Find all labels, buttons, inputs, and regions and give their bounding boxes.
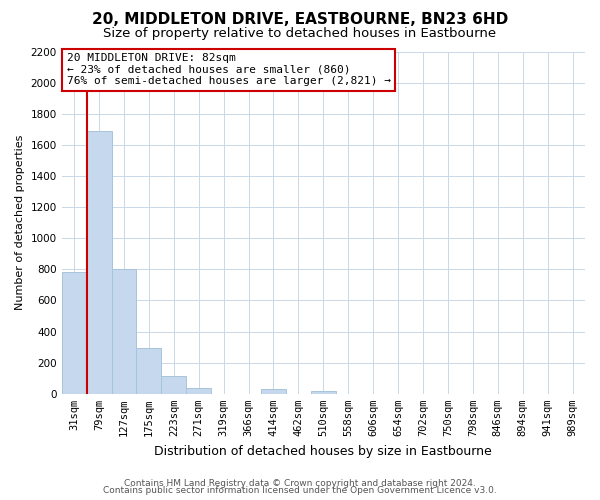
X-axis label: Distribution of detached houses by size in Eastbourne: Distribution of detached houses by size … [154,444,492,458]
Text: Contains HM Land Registry data © Crown copyright and database right 2024.: Contains HM Land Registry data © Crown c… [124,478,476,488]
Bar [86,131,112,394]
Text: 20 MIDDLETON DRIVE: 82sqm
← 23% of detached houses are smaller (860)
76% of semi: 20 MIDDLETON DRIVE: 82sqm ← 23% of detac… [67,53,391,86]
Bar [112,270,136,394]
Y-axis label: Number of detached properties: Number of detached properties [15,135,25,310]
Bar [311,390,336,394]
Bar [261,389,286,394]
Bar [62,272,86,394]
Bar [136,348,161,394]
Bar [186,388,211,394]
Bar [161,376,186,394]
Text: Size of property relative to detached houses in Eastbourne: Size of property relative to detached ho… [103,28,497,40]
Text: 20, MIDDLETON DRIVE, EASTBOURNE, BN23 6HD: 20, MIDDLETON DRIVE, EASTBOURNE, BN23 6H… [92,12,508,28]
Text: Contains public sector information licensed under the Open Government Licence v3: Contains public sector information licen… [103,486,497,495]
